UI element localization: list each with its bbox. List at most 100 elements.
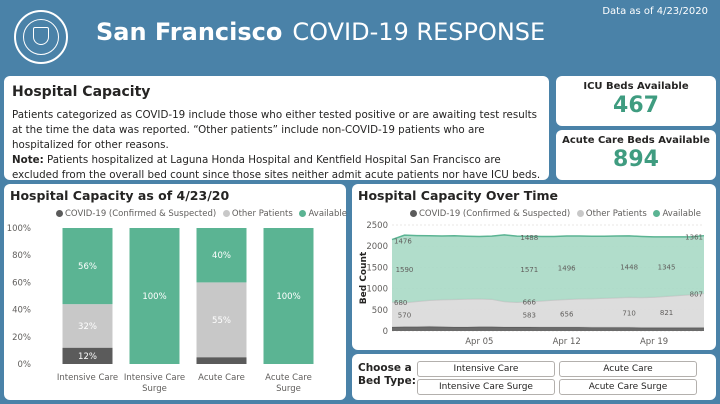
bed-type-intensive-care-button[interactable]: Intensive Care: [417, 361, 555, 377]
data-label: 1496: [558, 265, 576, 273]
data-label: 807: [690, 290, 703, 298]
line-available: [391, 234, 705, 241]
city-seal-icon: [14, 10, 68, 64]
y-tick-label: 1000: [366, 285, 388, 295]
x-tick-label: Surge: [142, 384, 167, 394]
legend-dot-icon: [299, 209, 307, 217]
y-axis-title: Bed Count: [359, 251, 369, 304]
title-subtitle: COVID-19 RESPONSE: [292, 18, 546, 46]
data-label: 1448: [620, 264, 638, 272]
x-tick-label: Surge: [276, 384, 301, 394]
data-label: 1361: [685, 234, 703, 242]
y-tick-label: 20%: [12, 333, 31, 343]
y-tick-label: 2000: [366, 242, 388, 252]
data-label: 1571: [520, 266, 538, 274]
kpi-value: 467: [613, 93, 659, 118]
data-label: 666: [523, 299, 537, 307]
bed-type-selector: Choose a Bed Type: Intensive Care Acute …: [352, 354, 716, 400]
data-label: 570: [398, 312, 411, 320]
data-label: 1345: [658, 264, 676, 272]
capacity-bar-chart-card: Hospital Capacity as of 4/23/20 COVID-19…: [4, 184, 347, 400]
area-chart-plot: Bed Count 0 500 1000 1500 2000 2500 1476 1590 680…: [359, 221, 705, 347]
bar-segment: [196, 357, 247, 364]
x-tick-label: Intensive Care: [124, 373, 185, 383]
data-label: 12%: [78, 352, 97, 362]
bed-type-acute-care-button[interactable]: Acute Care: [559, 361, 697, 377]
bar-chart-plot: 0% 20% 40% 60% 80% 100% 12% 32% 56% Intensive Car…: [7, 224, 314, 394]
kpi-label: Acute Care Beds Available: [562, 135, 710, 146]
data-label: 583: [523, 311, 536, 319]
page-title: San Francisco COVID-19 RESPONSE: [96, 18, 545, 46]
legend-dot-icon: [410, 209, 417, 217]
intro-text: Patients categorized as COVID-19 include…: [12, 109, 537, 151]
chart-title: Hospital Capacity as of 4/23/20: [10, 188, 230, 203]
bar-segment: [62, 347, 113, 364]
data-label: 710: [622, 309, 635, 317]
header: San Francisco COVID-19 RESPONSE Data as o…: [0, 0, 720, 72]
seal-inner-ring: [23, 19, 59, 55]
chart-title: Hospital Capacity Over Time: [358, 188, 559, 203]
data-as-of-date: Data as of 4/23/2020: [602, 6, 708, 17]
legend-label: Other Patients: [585, 209, 647, 219]
legend-dot-icon: [576, 209, 584, 217]
legend-item-available[interactable]: Available: [653, 209, 701, 219]
y-tick-label: 500: [372, 306, 388, 316]
kpi-value: 894: [613, 147, 659, 172]
intro-paragraph: Patients categorized as COVID-19 include…: [12, 108, 541, 183]
data-label: 1488: [520, 234, 538, 242]
bed-type-acute-care-surge-button[interactable]: Acute Care Surge: [559, 379, 697, 395]
title-city: San Francisco: [96, 18, 283, 46]
data-label: 100%: [142, 292, 166, 302]
data-label: 32%: [78, 322, 97, 332]
note-text: Patients hospitalized at Laguna Honda Ho…: [12, 154, 541, 181]
data-label: 100%: [276, 292, 300, 302]
data-label: 680: [394, 299, 407, 307]
x-tick-label: Intensive Care: [57, 373, 118, 383]
y-tick-label: 60%: [12, 278, 31, 288]
legend-label: COVID-19 (Confirmed & Suspected): [419, 209, 571, 219]
bar-segment: [62, 304, 113, 348]
selector-label-line2: Bed Type:: [358, 375, 416, 387]
data-label: 55%: [212, 316, 231, 326]
data-label: 56%: [78, 262, 97, 272]
x-tick-label: Apr 19: [640, 337, 668, 347]
data-label: 1476: [394, 238, 412, 246]
bed-type-intensive-care-surge-button[interactable]: Intensive Care Surge: [417, 379, 555, 395]
y-tick-label: 0%: [18, 360, 32, 370]
seal-shield: [33, 27, 49, 45]
kpi-acute-beds: Acute Care Beds Available 894: [556, 130, 716, 180]
x-tick-label: Acute Care: [198, 373, 245, 383]
selector-label-line1: Choose a: [358, 362, 412, 374]
legend-item-other[interactable]: Other Patients: [576, 209, 647, 219]
y-tick-label: 1500: [366, 263, 388, 273]
bar-segment: [196, 282, 247, 358]
legend-label: Available: [308, 209, 347, 219]
data-label: 40%: [212, 251, 231, 261]
data-label: 821: [660, 309, 673, 317]
legend-item-covid[interactable]: COVID-19 (Confirmed & Suspected): [410, 209, 570, 219]
x-tick-label: Acute Care: [265, 373, 312, 383]
x-tick-label: Apr 12: [553, 337, 581, 347]
bar-segment: [196, 228, 247, 283]
intro-heading: Hospital Capacity: [12, 84, 151, 100]
legend-item-available[interactable]: Available: [299, 209, 347, 219]
selector-label: Choose a Bed Type:: [358, 362, 416, 388]
y-tick-label: 0: [383, 327, 388, 337]
area-other: [392, 293, 704, 328]
legend-label: Available: [662, 209, 701, 219]
legend-item-other[interactable]: Other Patients: [222, 209, 293, 219]
y-tick-label: 40%: [12, 306, 31, 316]
legend-item-covid[interactable]: COVID-19 (Confirmed & Suspected): [56, 209, 216, 219]
y-tick-label: 80%: [12, 251, 31, 261]
kpi-label: ICU Beds Available: [583, 81, 689, 92]
area-available: [392, 234, 704, 303]
bar-segment: [263, 228, 314, 364]
bar-segment: [62, 228, 113, 305]
data-label: 656: [560, 310, 574, 318]
data-label: 1590: [396, 266, 414, 274]
kpi-icu-beds: ICU Beds Available 467: [556, 76, 716, 126]
legend-dot-icon: [222, 209, 230, 217]
x-tick-label: Apr 05: [465, 337, 493, 347]
legend-label: Other Patients: [231, 209, 293, 219]
legend-dot-icon: [653, 209, 661, 217]
